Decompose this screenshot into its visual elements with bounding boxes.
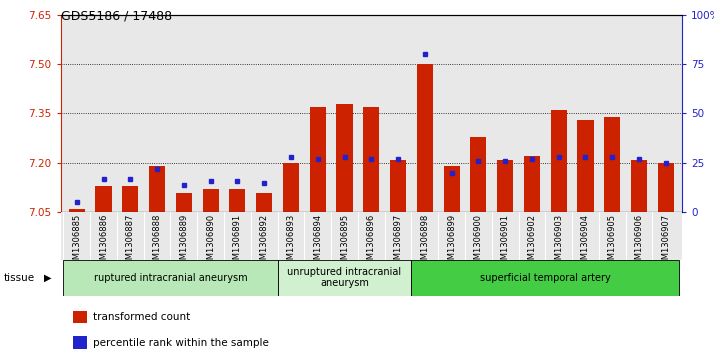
Bar xyxy=(363,107,379,212)
Bar xyxy=(278,260,411,296)
Text: GSM1306904: GSM1306904 xyxy=(581,214,590,270)
Text: GSM1306901: GSM1306901 xyxy=(501,214,510,270)
Text: transformed count: transformed count xyxy=(93,312,190,322)
Bar xyxy=(524,156,540,212)
Text: GSM1306903: GSM1306903 xyxy=(554,214,563,270)
Text: unruptured intracranial
aneurysm: unruptured intracranial aneurysm xyxy=(288,267,401,289)
Text: GSM1306896: GSM1306896 xyxy=(367,214,376,270)
Bar xyxy=(578,120,593,212)
Text: GSM1306897: GSM1306897 xyxy=(393,214,403,270)
Text: GSM1306906: GSM1306906 xyxy=(635,214,643,270)
Text: GDS5186 / 17488: GDS5186 / 17488 xyxy=(61,9,172,22)
Text: ▶: ▶ xyxy=(44,273,52,283)
Bar xyxy=(411,260,679,296)
Bar xyxy=(64,260,278,296)
Text: GSM1306887: GSM1306887 xyxy=(126,214,135,270)
Text: percentile rank within the sample: percentile rank within the sample xyxy=(93,338,269,347)
Bar xyxy=(417,64,433,212)
Bar xyxy=(203,189,218,212)
Text: GSM1306890: GSM1306890 xyxy=(206,214,215,270)
Bar xyxy=(604,117,620,212)
Text: GSM1306891: GSM1306891 xyxy=(233,214,242,270)
Text: GSM1306905: GSM1306905 xyxy=(608,214,617,270)
Bar xyxy=(443,166,460,212)
Bar xyxy=(69,209,85,212)
Bar xyxy=(550,110,567,212)
Text: GSM1306898: GSM1306898 xyxy=(421,214,429,270)
Bar xyxy=(471,136,486,212)
Bar xyxy=(149,166,165,212)
Bar xyxy=(73,311,87,323)
Text: GSM1306899: GSM1306899 xyxy=(447,214,456,270)
Bar xyxy=(336,103,353,212)
Text: superficial temporal artery: superficial temporal artery xyxy=(480,273,610,283)
Bar xyxy=(390,160,406,212)
Text: GSM1306888: GSM1306888 xyxy=(153,214,161,270)
Bar xyxy=(122,186,139,212)
Text: GSM1306886: GSM1306886 xyxy=(99,214,108,270)
Text: GSM1306902: GSM1306902 xyxy=(528,214,536,270)
Text: GSM1306889: GSM1306889 xyxy=(179,214,188,270)
Bar xyxy=(283,163,299,212)
Bar xyxy=(176,192,192,212)
Bar xyxy=(96,186,111,212)
Text: GSM1306893: GSM1306893 xyxy=(286,214,296,270)
Bar xyxy=(310,107,326,212)
Text: GSM1306894: GSM1306894 xyxy=(313,214,322,270)
Text: GSM1306900: GSM1306900 xyxy=(474,214,483,270)
Text: tissue: tissue xyxy=(4,273,35,283)
Bar xyxy=(229,189,246,212)
Text: ruptured intracranial aneurysm: ruptured intracranial aneurysm xyxy=(94,273,247,283)
Bar xyxy=(631,160,647,212)
Bar xyxy=(658,163,674,212)
Text: GSM1306907: GSM1306907 xyxy=(661,214,670,270)
Bar xyxy=(73,336,87,349)
Text: GSM1306892: GSM1306892 xyxy=(260,214,268,270)
Bar xyxy=(497,160,513,212)
Text: GSM1306885: GSM1306885 xyxy=(72,214,81,270)
Text: GSM1306895: GSM1306895 xyxy=(340,214,349,270)
Bar xyxy=(256,192,272,212)
